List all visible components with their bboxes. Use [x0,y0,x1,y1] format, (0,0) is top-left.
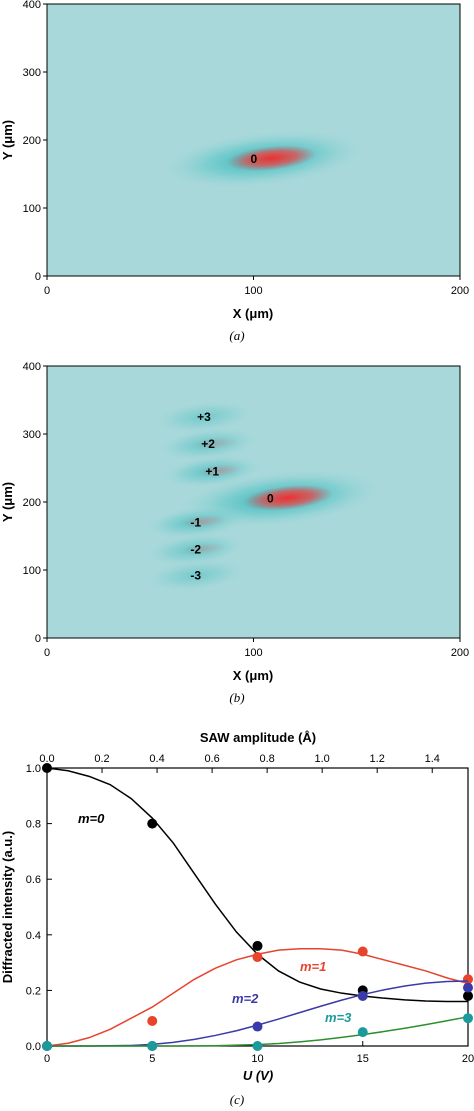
x-tick-label: 0 [44,285,50,297]
data-point [463,982,473,993]
y-tick-label: 300 [23,67,41,79]
x-tick-label: 0 [44,1053,50,1065]
caption-c: (c) [230,1092,244,1107]
data-point [252,1041,263,1051]
x-tick-label: 10 [251,1053,263,1065]
spot-order-label: +3 [197,410,211,424]
spot-order-label: 0 [267,492,274,506]
y-tick-label: 1.0 [26,763,41,775]
spot-order-label: +2 [201,437,215,451]
spot-order-label: +1 [205,464,219,478]
y-tick-label: 0.8 [26,819,41,831]
x-tick-label: 0 [44,647,50,659]
top-x-tick-label: 0.6 [204,753,219,765]
data-point [463,990,473,1001]
data-point [147,1015,158,1026]
y-tick-label: 300 [23,429,41,441]
top-x-tick-label: 1.2 [370,753,385,765]
y-tick-label: 400 [23,0,41,11]
y-tick-label: 100 [23,565,41,577]
diffraction-spot [159,129,369,189]
diffraction-spot [160,454,264,489]
series-m2: m=2 [42,980,473,1051]
fit-line [46,767,468,1003]
data-point [463,974,473,985]
data-point [357,1027,368,1038]
y-tick-label: 0.0 [26,1041,41,1053]
data-point [357,946,368,957]
top-x-tick-label: 1.0 [315,753,330,765]
y-tick-label: 100 [23,203,41,215]
data-point [252,1021,263,1032]
data-point [357,990,368,1001]
x-tick-label: 100 [244,285,262,297]
spot-order-label: -1 [190,515,201,529]
top-x-tick-label: 0.2 [94,753,109,765]
top-x-tick-label: 0.8 [259,753,274,765]
data-point [42,1041,52,1051]
chart-c-x-axis-label: U (V) [243,1068,273,1083]
series-m3: m=3 [42,1010,473,1051]
y-tick-label: 400 [23,361,41,373]
y-tick-label: 0.2 [26,985,41,997]
heatmap-a-y-axis-label: Y (μm) [0,120,15,160]
y-tick-label: 200 [23,135,41,147]
series-label: m=0 [78,811,105,826]
y-tick-label: 0 [35,271,41,283]
series-label: m=1 [300,959,326,974]
diffraction-spot [152,400,256,434]
heatmap-panel-b: 0 +1 +2 +3 -1 -2 -3 0 100 200 0 100 200 300 400 X (μm… [0,361,469,705]
spot-order-label: 0 [250,152,257,166]
top-x-tick-label: 0.4 [149,753,164,765]
series-label: m=2 [232,991,259,1006]
top-x-tick-label: 0.0 [39,753,54,765]
data-point [463,1013,473,1024]
chart-c-y-axis-label: Diffracted intensity (a.u.) [0,831,15,983]
data-point [252,940,263,951]
x-tick-label: 5 [149,1053,155,1065]
y-tick-label: 0.6 [26,874,41,886]
series-label: m=3 [325,1010,352,1025]
diffraction-spot [143,558,248,593]
y-tick-label: 0 [35,633,41,645]
heatmap-panel-a: 0 0 100 200 0 100 200 300 400 X (μm) Y (μm) (a) [0,0,469,343]
chart-c-top-axis-label: SAW amplitude (Å) [200,730,316,745]
x-tick-label: 20 [462,1053,474,1065]
x-tick-label: 200 [451,647,469,659]
line-chart-panel-c: 0 5 10 15 200.00.20.40.60.81.00.0 0.2 0.4 0.6 0.… [0,730,474,1107]
diffraction-spot [156,427,260,462]
heatmap-b-y-axis-label: Y (μm) [0,482,15,522]
spot-order-label: -2 [190,543,201,557]
heatmap-a-x-axis-label: X (μm) [233,306,273,321]
x-tick-label: 200 [451,285,469,297]
data-point [252,952,263,963]
diffraction-spot [143,532,248,567]
y-tick-label: 0.4 [26,930,41,942]
top-x-tick-label: 1.4 [425,753,440,765]
heatmap-b-x-axis-label: X (μm) [233,668,273,683]
x-tick-label: 100 [244,647,262,659]
spot-order-label: -3 [190,568,201,582]
y-tick-label: 200 [23,497,41,509]
data-point [147,1041,158,1051]
data-point [147,818,158,829]
caption-a: (a) [229,328,244,343]
diffraction-spot [143,505,248,540]
caption-b: (b) [229,690,244,705]
data-point [42,763,52,773]
x-tick-label: 15 [357,1053,369,1065]
